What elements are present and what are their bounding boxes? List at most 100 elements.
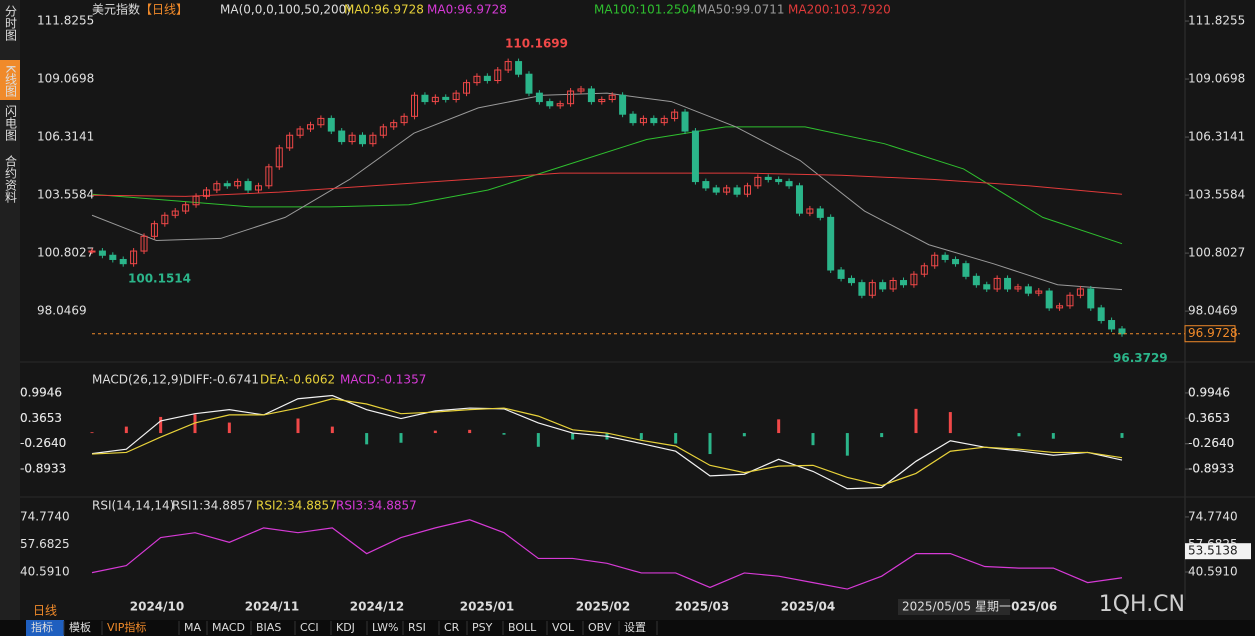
macd-bar [296,418,300,434]
candle [827,216,835,271]
candle [1118,328,1126,335]
candle [931,254,939,267]
candle [140,235,148,252]
candle [660,117,668,124]
candle [702,181,710,189]
candle [1045,290,1053,309]
y-tick-label-right: -0.8933 [1188,462,1234,476]
candle [473,75,481,84]
macd-bar [742,433,746,437]
macd-bar [433,430,437,434]
candle [993,277,1001,290]
candle [910,273,918,286]
y-tick-label-right: 0.9946 [1188,385,1230,399]
toolbar-item[interactable]: PSY [472,621,493,634]
y-tick-label: 0.9946 [20,385,62,399]
crosshair-date-box [898,599,1010,615]
candle [1097,307,1105,322]
candle [764,176,772,180]
price-annotation: 100.1514 [128,271,191,285]
candle [629,113,637,124]
toolbar-item[interactable]: BIAS [256,621,281,634]
tab[interactable]: 分时图 [4,5,18,41]
toolbar-item[interactable]: MACD [212,621,245,634]
ma-line [91,126,1123,245]
macd-bar [639,433,643,440]
macd-bar [1051,433,1055,439]
candle [306,124,314,130]
macd-macd: MACD:-0.1357 [340,373,426,387]
y-tick-label-right: 111.8255 [1188,14,1245,28]
macd-bar [880,433,884,438]
ma-label: MA(0,0,0,100,50,200) [220,3,351,17]
x-label: 2025/03 [675,600,729,614]
x-label: 2024/11 [245,600,299,614]
candle [691,130,699,183]
toolbar-item[interactable]: 设置 [624,621,646,634]
candle [1108,320,1116,330]
legend-entry: MA50:99.0711 [697,3,785,17]
candle [400,115,408,124]
last-price-label: 96.9728 [1188,326,1238,340]
macd-bar [365,433,369,445]
y-tick-label-right: 106.3141 [1188,130,1245,144]
candle [88,250,96,253]
toolbar-item[interactable]: BOLL [508,621,537,634]
toolbar-item[interactable]: CCI [300,621,319,634]
candle [806,208,814,214]
candle [192,195,200,206]
tab[interactable]: 闪电图 [4,105,18,141]
candle [733,187,741,195]
toolbar-item[interactable]: LW% [372,621,398,634]
candle [442,96,450,100]
candle [1076,288,1084,296]
toolbar-item[interactable]: CR [444,621,460,634]
candle [879,282,887,290]
toolbar-item[interactable]: RSI [408,621,426,634]
candle [743,185,751,195]
y-tick-label: 111.8255 [37,14,94,28]
candle [213,183,221,191]
candle [379,126,387,136]
candle [847,277,855,284]
candle [348,134,356,143]
candle [941,254,949,260]
toolbar-item[interactable]: MA [184,621,201,634]
candle [98,250,106,256]
candle [223,183,231,187]
candle [171,210,179,216]
y-tick-label: 109.0698 [37,72,94,86]
y-tick-label: 106.3141 [37,130,94,144]
candle [775,178,783,183]
toolbar-active [26,620,64,636]
y-tick-label-right: 0.9946 [1188,385,1230,399]
candle [452,92,460,100]
candle [130,250,138,265]
macd-dea: DEA:-0.6062 [260,373,335,387]
tab[interactable]: 合约资料 [4,154,18,203]
toolbar-item[interactable]: 模板 [69,620,91,634]
macd-bar [227,422,231,434]
macd-bar [571,433,575,440]
candle [369,134,377,145]
rsi3: RSI3:34.8857 [336,499,417,513]
candle [962,263,970,277]
y-tick-label: 57.6825 [20,537,70,551]
period-label: 日线 [33,604,57,618]
legend-entry: MA200:103.7920 [788,3,891,17]
toolbar-item[interactable]: VIP指标 [107,620,146,634]
last-price-box [1184,325,1236,343]
candle [889,280,897,290]
candle [900,280,908,286]
toolbar-item[interactable]: KDJ [336,621,355,634]
tab[interactable]: K线图 [4,65,18,97]
macd-bar [330,426,334,434]
toolbar-item[interactable]: OBV [588,621,612,634]
candle [816,208,824,218]
candle [254,185,262,191]
ma-line [91,172,1123,197]
toolbar-item[interactable]: VOL [552,621,575,634]
toolbar-item[interactable]: 指标 [31,620,53,634]
candle [244,181,252,191]
candle [754,176,762,187]
